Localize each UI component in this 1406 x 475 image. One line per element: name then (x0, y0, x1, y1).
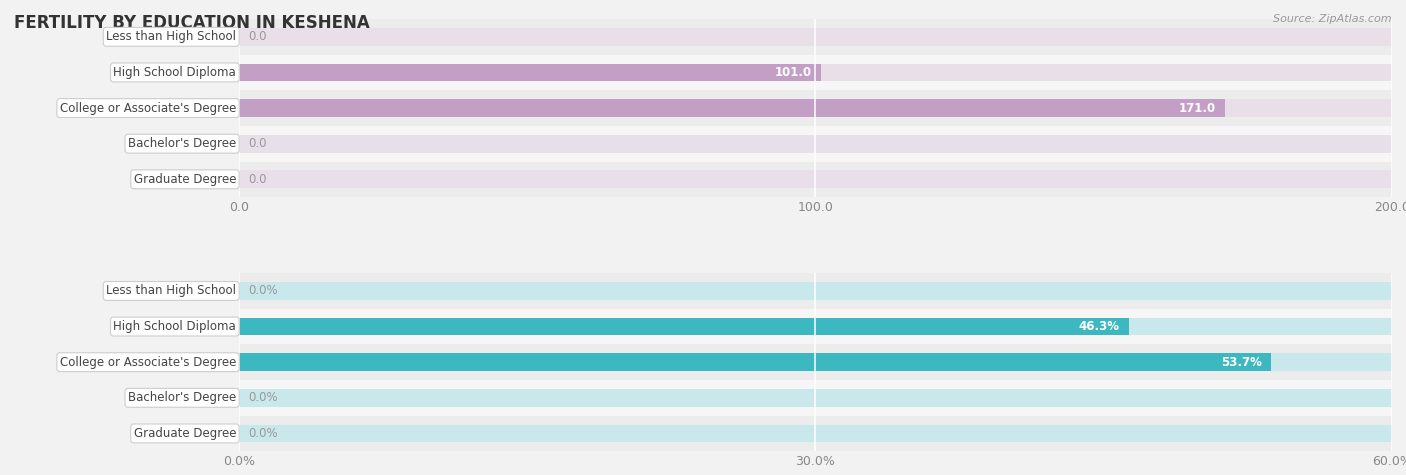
Text: 53.7%: 53.7% (1220, 356, 1261, 369)
Text: Bachelor's Degree: Bachelor's Degree (128, 137, 236, 150)
Text: 0.0%: 0.0% (249, 285, 278, 297)
Text: FERTILITY BY EDUCATION IN KESHENA: FERTILITY BY EDUCATION IN KESHENA (14, 14, 370, 32)
Bar (239, 273, 1392, 309)
Bar (239, 353, 1271, 371)
Bar (239, 28, 1392, 46)
Bar (239, 425, 1392, 442)
Bar (239, 380, 1392, 416)
Text: Source: ZipAtlas.com: Source: ZipAtlas.com (1274, 14, 1392, 24)
Text: College or Associate's Degree: College or Associate's Degree (60, 102, 236, 114)
Bar (239, 344, 1392, 380)
Text: Less than High School: Less than High School (107, 285, 236, 297)
Bar (239, 318, 1129, 335)
Bar (239, 135, 1392, 152)
Bar (239, 99, 1225, 117)
Bar (239, 318, 1392, 335)
Text: 0.0%: 0.0% (249, 391, 278, 404)
Bar (239, 55, 1392, 90)
Text: 171.0: 171.0 (1178, 102, 1216, 114)
Text: Less than High School: Less than High School (107, 30, 236, 43)
Text: Bachelor's Degree: Bachelor's Degree (128, 391, 236, 404)
Bar (239, 389, 1392, 407)
Bar (239, 126, 1392, 162)
Bar (239, 171, 1392, 188)
Bar (239, 99, 1392, 117)
Text: 0.0%: 0.0% (249, 427, 278, 440)
Text: Graduate Degree: Graduate Degree (134, 427, 236, 440)
Text: Graduate Degree: Graduate Degree (134, 173, 236, 186)
Bar (239, 64, 821, 81)
Bar (239, 416, 1392, 451)
Text: High School Diploma: High School Diploma (114, 320, 236, 333)
Text: 46.3%: 46.3% (1078, 320, 1119, 333)
Text: 0.0: 0.0 (249, 30, 267, 43)
Bar (239, 162, 1392, 197)
Bar (239, 282, 1392, 300)
Bar (239, 64, 1392, 81)
Text: 0.0: 0.0 (249, 137, 267, 150)
Text: College or Associate's Degree: College or Associate's Degree (60, 356, 236, 369)
Text: 101.0: 101.0 (775, 66, 813, 79)
Text: High School Diploma: High School Diploma (114, 66, 236, 79)
Text: 0.0: 0.0 (249, 173, 267, 186)
Bar (239, 19, 1392, 55)
Bar (239, 309, 1392, 344)
Bar (239, 353, 1392, 371)
Bar (239, 90, 1392, 126)
